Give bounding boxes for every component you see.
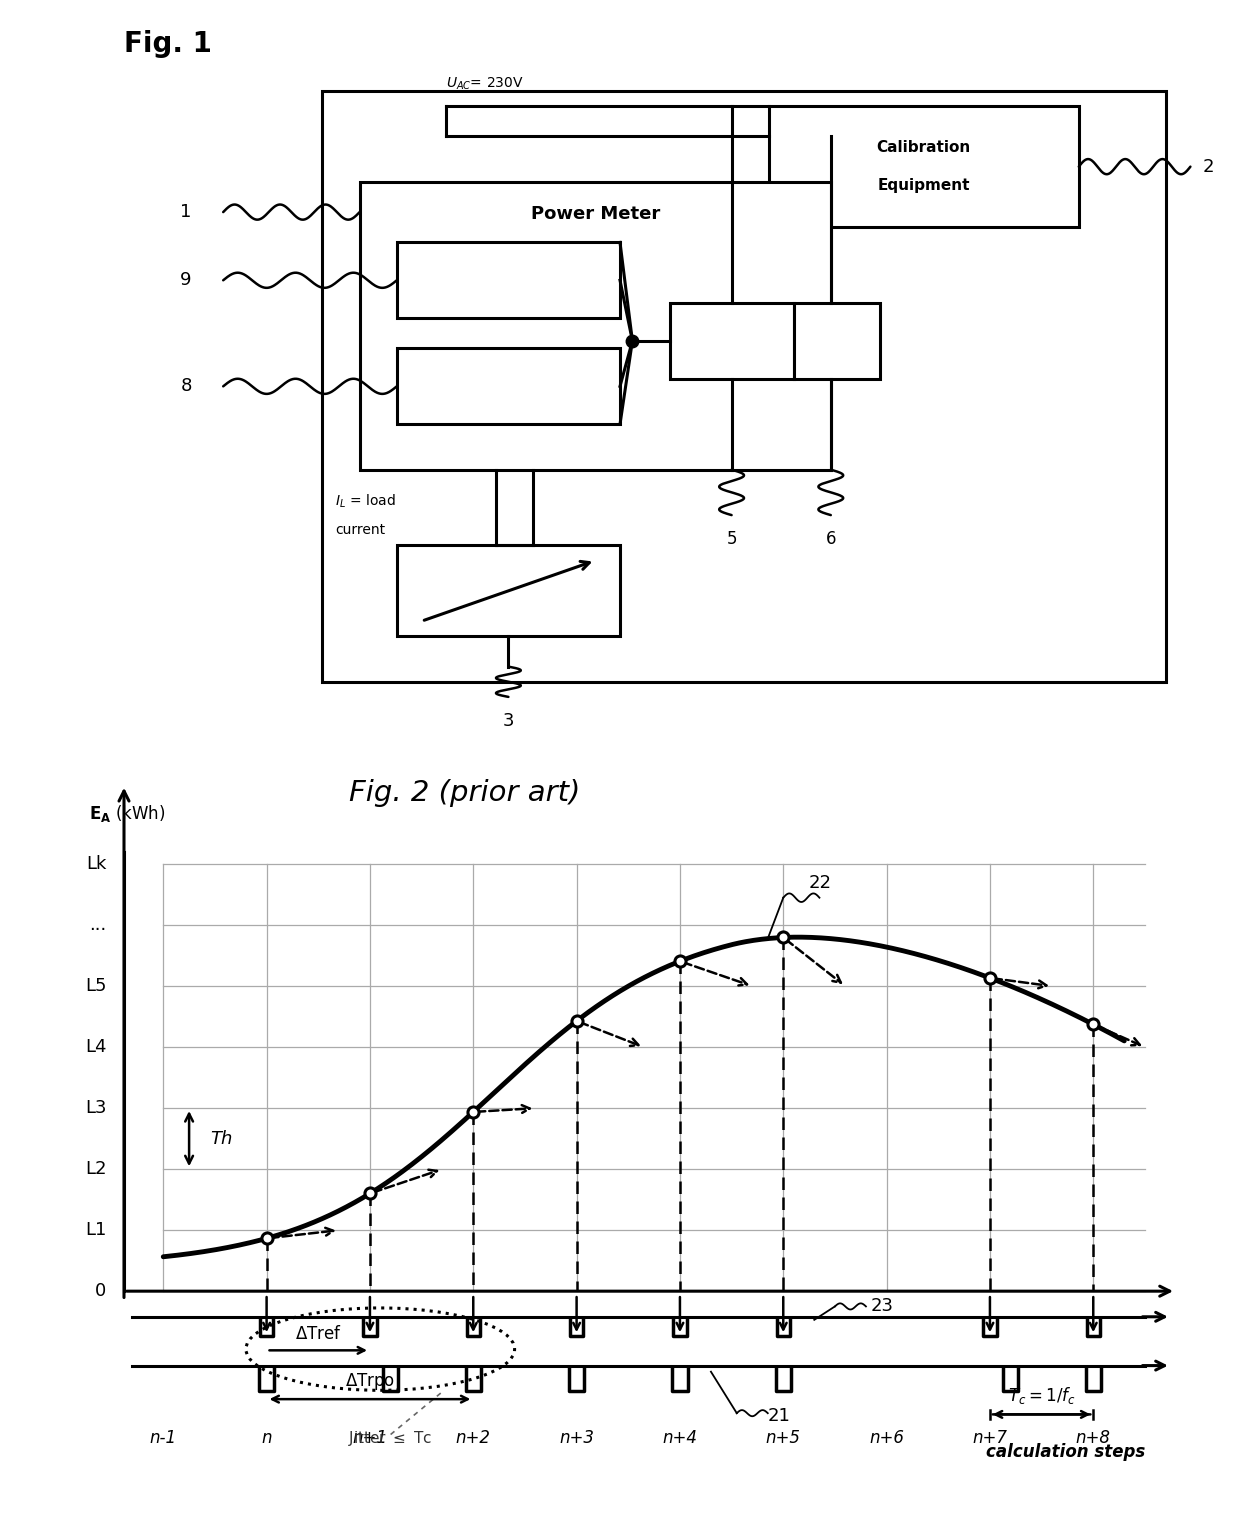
Text: Jitter $\leq$ Tc: Jitter $\leq$ Tc [348, 1429, 433, 1448]
Text: n: n [262, 1429, 272, 1447]
Text: n+6: n+6 [869, 1429, 904, 1447]
Text: current: current [335, 523, 384, 536]
Text: $\mathbf{E_A}$ (kWh): $\mathbf{E_A}$ (kWh) [89, 803, 165, 824]
Text: n+2: n+2 [456, 1429, 491, 1447]
Text: $\Delta$Trpo: $\Delta$Trpo [345, 1371, 396, 1392]
Bar [360, 182, 831, 470]
Text: Power Meter: Power Meter [531, 205, 660, 223]
Text: L5: L5 [84, 977, 107, 995]
Bar [769, 106, 1079, 227]
Bar [670, 303, 794, 379]
Text: 23: 23 [870, 1297, 894, 1315]
Text: 1: 1 [180, 203, 192, 221]
Text: $\Delta$Tref: $\Delta$Tref [295, 1326, 342, 1342]
Bar [397, 545, 620, 636]
Text: $T_c=1/f_c$: $T_c=1/f_c$ [1008, 1385, 1075, 1406]
Bar [397, 348, 620, 424]
Bar [397, 242, 620, 318]
Text: n+8: n+8 [1076, 1429, 1111, 1447]
Text: L4: L4 [84, 1038, 107, 1056]
Text: 2: 2 [1203, 158, 1214, 176]
Text: Calibration: Calibration [877, 141, 971, 155]
Text: $U_{AC}$= 230V: $U_{AC}$= 230V [446, 76, 525, 91]
Text: 21: 21 [768, 1407, 791, 1426]
Text: Lk: Lk [86, 854, 107, 873]
Text: 5: 5 [727, 530, 737, 548]
Text: Fig. 1: Fig. 1 [124, 30, 212, 58]
Text: Fig. 2 (prior art): Fig. 2 (prior art) [350, 779, 580, 807]
Text: 8: 8 [180, 377, 192, 395]
Text: 3: 3 [502, 712, 515, 730]
Text: 22: 22 [808, 874, 832, 892]
Text: calculation steps: calculation steps [986, 1442, 1145, 1460]
Text: n-1: n-1 [150, 1429, 177, 1447]
Text: $I_L$ = load: $I_L$ = load [335, 492, 396, 509]
Text: n+5: n+5 [766, 1429, 801, 1447]
Text: ...: ... [89, 917, 107, 935]
Text: L3: L3 [84, 1100, 107, 1117]
Text: n+7: n+7 [972, 1429, 1007, 1447]
Text: 6: 6 [826, 530, 836, 548]
Text: 0: 0 [95, 1282, 107, 1300]
Text: n+3: n+3 [559, 1429, 594, 1447]
Text: 9: 9 [180, 271, 192, 289]
Text: Th: Th [210, 1130, 232, 1148]
Text: Equipment: Equipment [878, 179, 970, 192]
Bar [794, 303, 880, 379]
Text: L2: L2 [84, 1160, 107, 1179]
Bar [322, 91, 1166, 682]
Text: L1: L1 [86, 1221, 107, 1239]
Text: n+1: n+1 [352, 1429, 387, 1447]
Text: n+4: n+4 [662, 1429, 697, 1447]
